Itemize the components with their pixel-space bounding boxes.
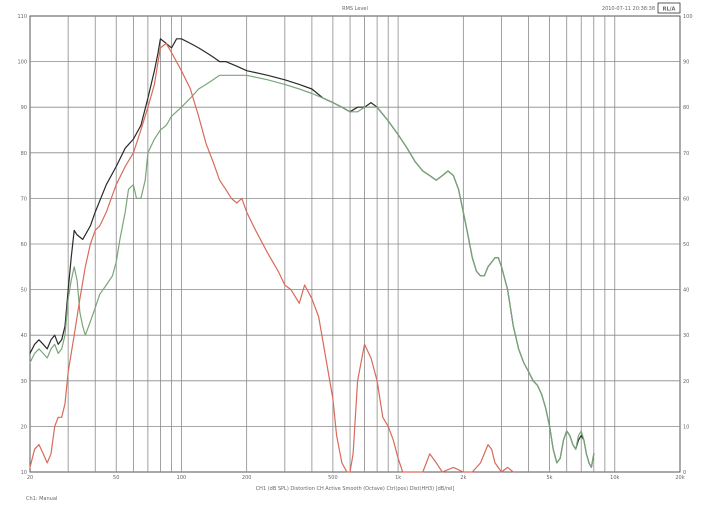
series-layer [29,38,595,473]
y-right-tick-label: 0 [683,470,686,476]
y-tick-label: 100 [17,60,27,66]
footer-caption: CH1 (dB SPL) Distortion CH Active Smooth… [256,486,455,492]
footer-note: Ch1: Manual [26,496,57,502]
series-line-red [29,42,514,473]
x-tick-label: 2k [460,475,466,481]
y-tick-label: 50 [21,288,27,294]
y-right-tick-label: 50 [683,242,689,248]
badge-label: RL/A [663,7,676,13]
series-line-green [29,74,595,468]
x-tick-label: 50 [113,475,119,481]
x-tick-label: 1k [395,475,401,481]
x-tick-label: 5k [547,475,553,481]
y-tick-label: 80 [21,151,27,157]
chart-title: RMS Level [342,6,368,12]
y-right-tick-label: 90 [683,60,689,66]
y-tick-label: 40 [21,333,27,339]
y-tick-label: 30 [21,379,27,385]
tick-labels: 20 50 100 200 500 1k 2k 5k 10k 20k110100908070605… [17,14,692,481]
y-right-tick-label: 30 [683,333,689,339]
x-tick-label: 200 [242,475,252,481]
x-tick-label: 20k [675,475,684,481]
y-tick-label: 10 [21,470,27,476]
y-right-tick-label: 80 [683,105,689,111]
x-tick-label: 100 [177,475,187,481]
y-right-tick-label: 20 [683,379,689,385]
y-right-tick-label: 100 [683,14,693,20]
x-tick-label: 20 [27,475,33,481]
y-tick-label: 20 [21,424,27,430]
y-tick-label: 60 [21,242,27,248]
y-right-tick-label: 60 [683,196,689,202]
y-right-tick-label: 10 [683,424,689,430]
y-right-tick-label: 70 [683,151,689,157]
badge-box [657,2,681,14]
y-tick-label: 90 [21,105,27,111]
y-tick-label: 110 [17,14,27,20]
grid-lines [30,16,680,472]
date-stamp: 2010-07-11 20:38:38 [602,6,655,12]
y-tick-label: 70 [21,196,27,202]
x-tick-label: 500 [328,475,338,481]
x-tick-label: 10k [610,475,619,481]
y-right-tick-label: 40 [683,288,689,294]
